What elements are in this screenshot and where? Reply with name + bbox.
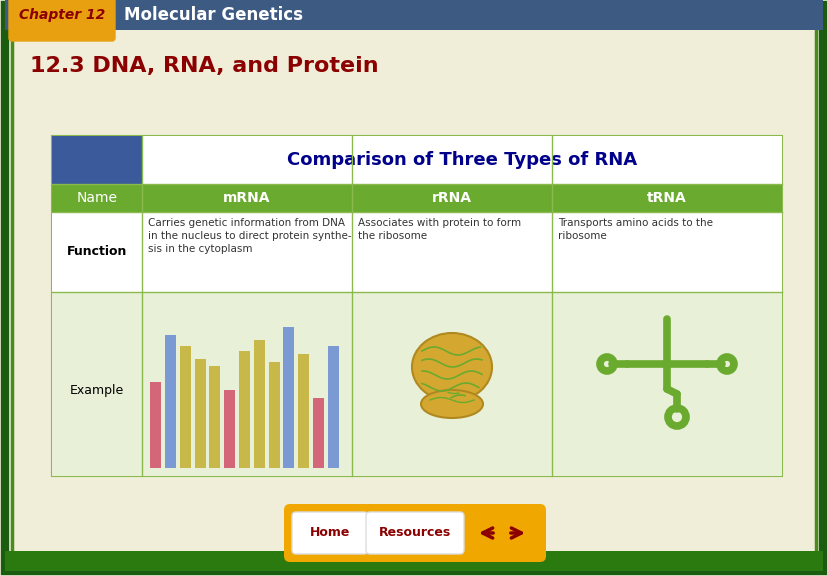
Bar xyxy=(52,184,781,212)
FancyBboxPatch shape xyxy=(366,512,463,554)
Bar xyxy=(52,292,781,476)
Bar xyxy=(5,0,822,30)
Text: Name: Name xyxy=(76,191,117,205)
Text: Carries genetic information from DNA
in the nucleus to direct protein synthe-
si: Carries genetic information from DNA in … xyxy=(148,218,351,253)
Text: mRNA: mRNA xyxy=(223,191,270,205)
Text: Function: Function xyxy=(67,245,127,259)
Bar xyxy=(52,212,781,292)
Text: 12.3 DNA, RNA, and Protein: 12.3 DNA, RNA, and Protein xyxy=(30,56,378,76)
Text: tRNA: tRNA xyxy=(647,191,686,205)
FancyBboxPatch shape xyxy=(284,504,545,562)
Text: Example: Example xyxy=(69,384,124,397)
Ellipse shape xyxy=(420,390,482,418)
Text: Chapter 12: Chapter 12 xyxy=(19,8,105,22)
Text: Comparison of Three Types of RNA: Comparison of Three Types of RNA xyxy=(287,151,636,169)
Ellipse shape xyxy=(412,333,491,401)
Text: Associates with protein to form
the ribosome: Associates with protein to form the ribo… xyxy=(357,218,520,241)
Bar xyxy=(5,551,822,571)
Text: Resources: Resources xyxy=(379,526,451,540)
Text: rRNA: rRNA xyxy=(432,191,471,205)
Bar xyxy=(52,136,141,184)
Text: Molecular Genetics: Molecular Genetics xyxy=(124,6,303,24)
Text: Home: Home xyxy=(309,526,350,540)
Bar xyxy=(52,136,781,476)
FancyBboxPatch shape xyxy=(9,0,115,41)
Text: Transports amino acids to the
ribosome: Transports amino acids to the ribosome xyxy=(557,218,712,241)
Bar xyxy=(141,136,781,184)
FancyBboxPatch shape xyxy=(292,512,367,554)
